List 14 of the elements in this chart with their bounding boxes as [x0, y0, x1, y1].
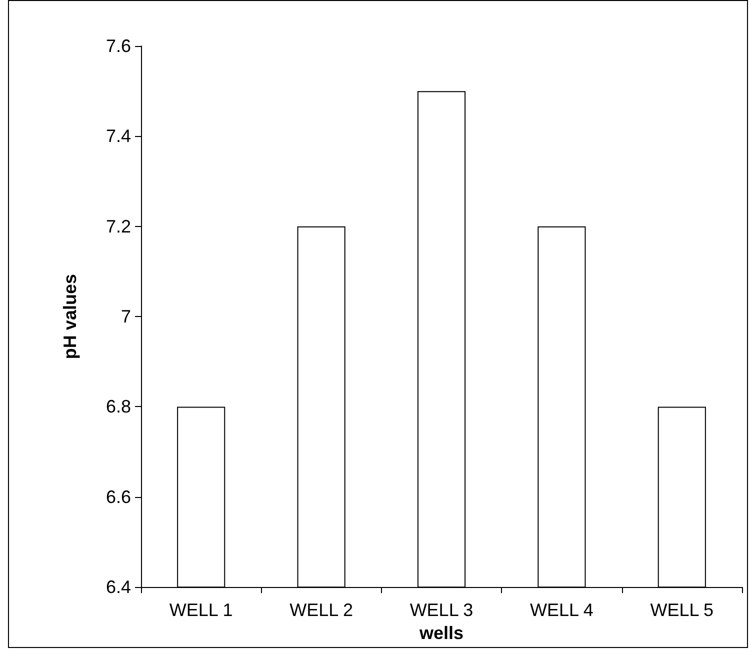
y-tick-label: 7.6: [106, 36, 131, 56]
y-tick-label: 7.4: [106, 126, 131, 146]
y-tick-label: 6.8: [106, 396, 131, 417]
x-tick-label: WELL 4: [530, 600, 594, 620]
x-axis-title: wells: [418, 623, 464, 643]
x-tick-label: WELL 3: [410, 600, 474, 620]
x-tick-label: WELL 1: [169, 600, 233, 620]
y-tick-label: 6.4: [106, 577, 131, 598]
y-axis-title: pH values: [60, 274, 80, 360]
y-tick-label: 7.2: [106, 216, 131, 236]
x-tick-label: WELL 5: [650, 600, 714, 620]
y-tick-label: 7: [120, 306, 131, 327]
x-tick-label: WELL 2: [290, 600, 353, 620]
y-tick-label: 6.6: [106, 486, 131, 507]
